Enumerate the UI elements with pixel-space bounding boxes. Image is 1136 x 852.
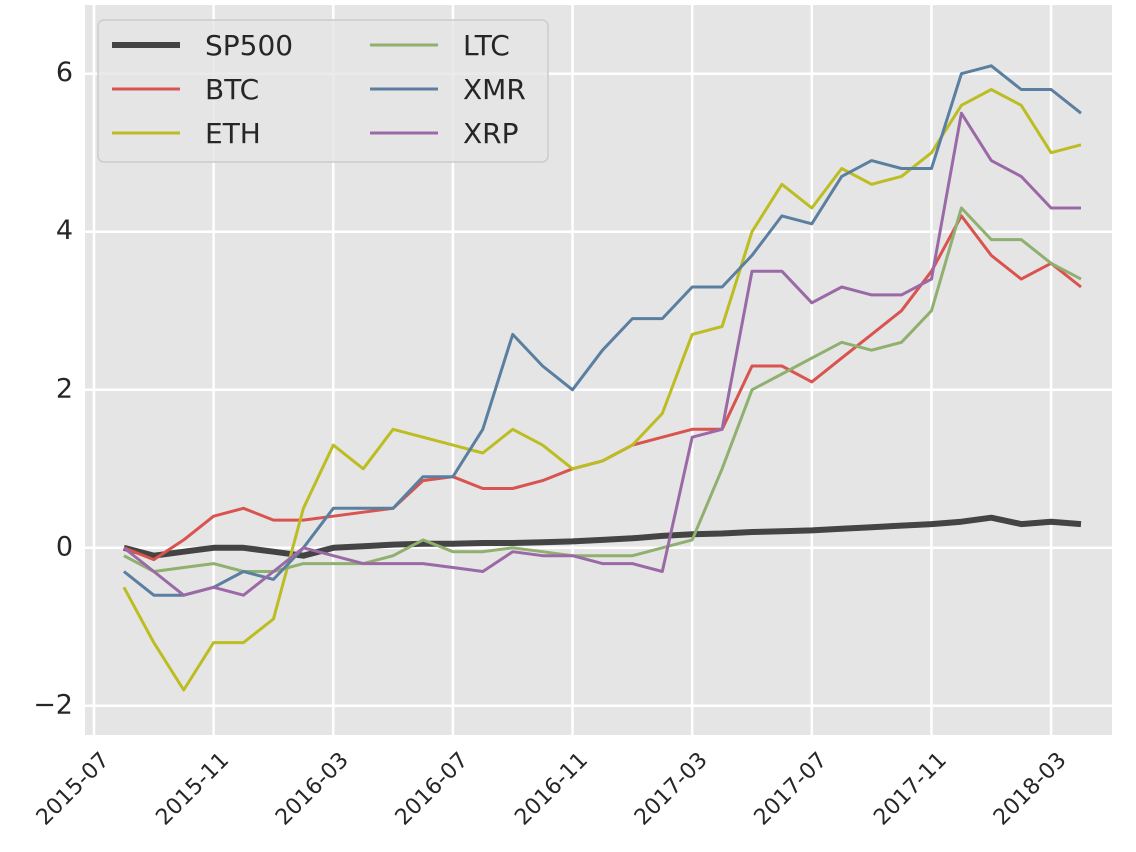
- lines: [122, 64, 1082, 692]
- x-tick-label: 2015-11: [151, 748, 234, 831]
- y-tick-label: 4: [56, 215, 73, 246]
- y-tick-label: −2: [33, 689, 73, 720]
- y-tick-label: 2: [56, 373, 73, 404]
- x-tick-label: 2017-07: [750, 748, 833, 831]
- legend-label: ETH: [205, 117, 261, 150]
- y-tick-label: 0: [56, 531, 73, 562]
- x-tick-label: 2016-11: [510, 748, 593, 831]
- legend: SP500 BTC ETH LTC XMR XRP: [97, 19, 549, 163]
- legend-label: LTC: [463, 29, 510, 62]
- series-line: [123, 514, 1082, 559]
- legend-label: SP500: [205, 29, 293, 62]
- x-tick-label: 2017-11: [869, 748, 952, 831]
- series-line: [122, 111, 1081, 597]
- x-tick-label: 2015-07: [32, 748, 115, 831]
- legend-box: [97, 19, 549, 163]
- legend-label: XMR: [463, 73, 526, 106]
- x-tick-label: 2016-03: [271, 748, 354, 831]
- series-line: [122, 64, 1082, 597]
- series-line: [122, 88, 1082, 692]
- x-tick-label: 2017-03: [630, 748, 713, 831]
- x-tick-label: 2016-07: [391, 748, 474, 831]
- legend-label: XRP: [463, 117, 519, 150]
- x-tick-label: 2018-03: [989, 748, 1072, 831]
- legend-label: BTC: [205, 73, 259, 106]
- y-tick-label: 6: [56, 57, 73, 88]
